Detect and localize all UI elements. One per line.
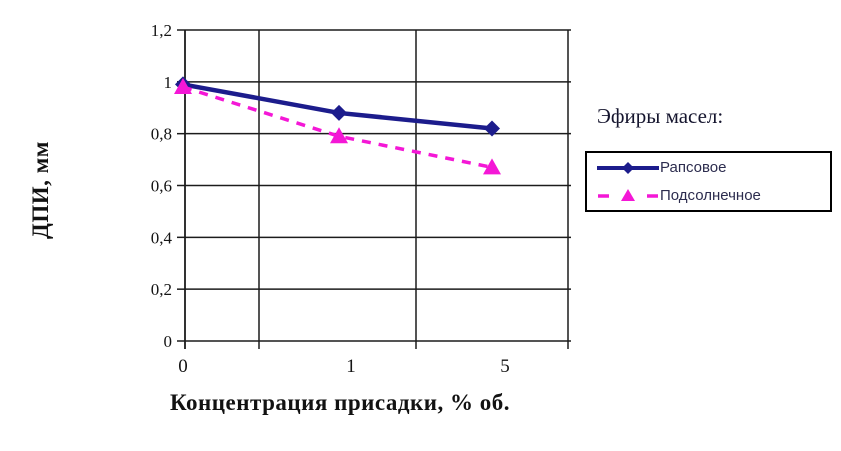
- legend-item-rapeseed: Рапсовое: [596, 155, 830, 180]
- svg-text:0,4: 0,4: [151, 228, 173, 247]
- svg-text:0,8: 0,8: [151, 125, 172, 144]
- svg-text:0: 0: [164, 332, 173, 351]
- svg-text:0: 0: [178, 356, 188, 377]
- svg-text:0,2: 0,2: [151, 280, 172, 299]
- x-axis-title: Концентрация присадки, % об.: [170, 390, 510, 415]
- y-axis-title: ДПИ, мм: [28, 141, 53, 239]
- svg-text:5: 5: [500, 356, 510, 377]
- legend-label-rapeseed: Рапсовое: [660, 159, 727, 176]
- svg-text:1,2: 1,2: [151, 21, 172, 40]
- legend-title: Эфиры масел:: [597, 104, 724, 128]
- legend-label-sunflower: Подсолнечное: [660, 187, 761, 204]
- svg-text:1: 1: [164, 73, 173, 92]
- legend-item-sunflower: Подсолнечное: [596, 183, 830, 208]
- legend: Рапсовое Подсолнечное: [585, 151, 832, 212]
- legend-swatch-solid-line-diamond-icon: [597, 161, 659, 174]
- svg-text:1: 1: [346, 356, 356, 377]
- legend-swatch-dashed-line-triangle-icon: [598, 188, 658, 201]
- svg-text:0,6: 0,6: [151, 177, 172, 196]
